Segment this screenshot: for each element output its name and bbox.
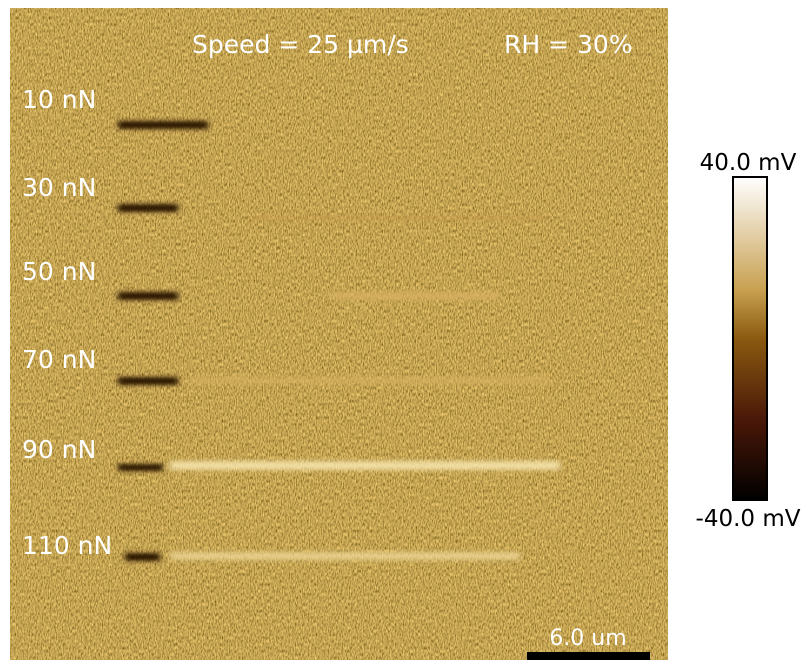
afm-image: Speed = 25 µm/s RH = 30% 10 nN 30 nN 50 … xyxy=(10,8,668,660)
load-label: 110 nN xyxy=(22,531,112,560)
colorbar-gradient xyxy=(732,176,768,501)
load-label: 70 nN xyxy=(22,345,96,374)
colorbar-max: 40.0 mV xyxy=(700,150,797,176)
load-label: 50 nN xyxy=(22,257,96,286)
friction-marks xyxy=(118,121,560,561)
image-texture xyxy=(10,8,668,660)
load-label: 90 nN xyxy=(22,435,96,464)
scale-bar xyxy=(527,652,650,660)
speed-label: Speed = 25 µm/s xyxy=(192,30,409,59)
load-label: 10 nN xyxy=(22,85,96,114)
rh-label: RH = 30% xyxy=(504,30,633,59)
load-label: 30 nN xyxy=(22,173,96,202)
colorbar: 40.0 mV -40.0 mV xyxy=(696,150,801,532)
scale-bar-label: 6.0 um xyxy=(549,626,626,651)
colorbar-min: -40.0 mV xyxy=(696,506,801,532)
